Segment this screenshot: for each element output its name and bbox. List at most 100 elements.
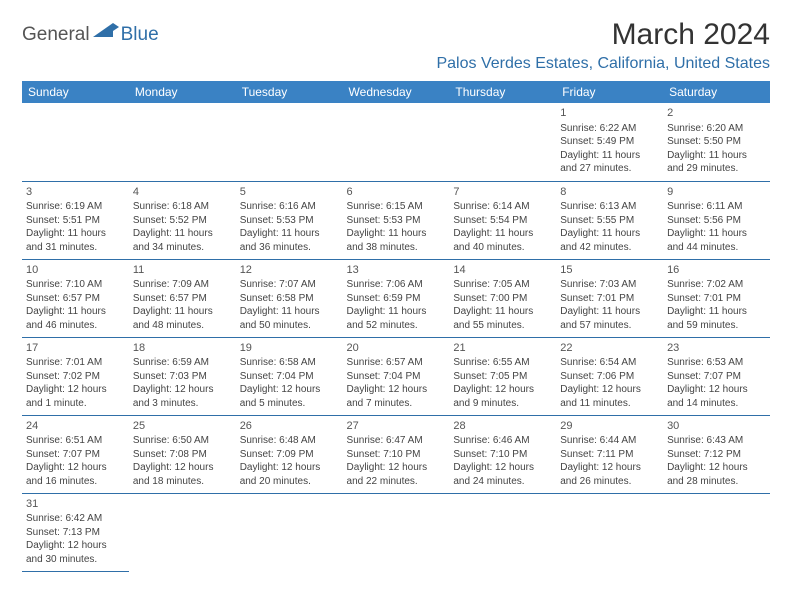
calendar-cell: 22Sunrise: 6:54 AMSunset: 7:06 PMDayligh…: [556, 337, 663, 415]
calendar-cell: [556, 493, 663, 571]
calendar-cell: [343, 103, 450, 181]
day-sunrise: Sunrise: 6:22 AM: [560, 122, 659, 136]
calendar-cell: [22, 103, 129, 181]
day-day1: Daylight: 11 hours: [133, 227, 232, 241]
calendar-cell: 20Sunrise: 6:57 AMSunset: 7:04 PMDayligh…: [343, 337, 450, 415]
day-sunrise: Sunrise: 6:11 AM: [667, 200, 766, 214]
calendar-cell: 28Sunrise: 6:46 AMSunset: 7:10 PMDayligh…: [449, 415, 556, 493]
day-day2: and 11 minutes.: [560, 397, 659, 411]
logo-text-general: General: [22, 24, 90, 46]
day-day2: and 59 minutes.: [667, 319, 766, 333]
day-day2: and 52 minutes.: [347, 319, 446, 333]
day-number: 20: [347, 341, 446, 356]
day-number: 6: [347, 185, 446, 200]
day-number: 4: [133, 185, 232, 200]
day-sunset: Sunset: 7:01 PM: [560, 292, 659, 306]
day-sunrise: Sunrise: 6:42 AM: [26, 512, 125, 526]
day-sunrise: Sunrise: 7:06 AM: [347, 278, 446, 292]
calendar-row: 24Sunrise: 6:51 AMSunset: 7:07 PMDayligh…: [22, 415, 770, 493]
day-number: 13: [347, 263, 446, 278]
day-day2: and 40 minutes.: [453, 241, 552, 255]
day-sunrise: Sunrise: 6:16 AM: [240, 200, 339, 214]
day-day2: and 50 minutes.: [240, 319, 339, 333]
day-sunrise: Sunrise: 7:05 AM: [453, 278, 552, 292]
day-day2: and 24 minutes.: [453, 475, 552, 489]
calendar-cell: [236, 103, 343, 181]
day-number: 18: [133, 341, 232, 356]
day-sunset: Sunset: 7:04 PM: [240, 370, 339, 384]
day-sunrise: Sunrise: 6:54 AM: [560, 356, 659, 370]
day-sunrise: Sunrise: 6:19 AM: [26, 200, 125, 214]
calendar-cell: 2Sunrise: 6:20 AMSunset: 5:50 PMDaylight…: [663, 103, 770, 181]
day-number: 14: [453, 263, 552, 278]
day-day1: Daylight: 12 hours: [26, 461, 125, 475]
day-day2: and 36 minutes.: [240, 241, 339, 255]
day-day1: Daylight: 11 hours: [667, 227, 766, 241]
day-sunrise: Sunrise: 7:10 AM: [26, 278, 125, 292]
day-sunset: Sunset: 7:10 PM: [347, 448, 446, 462]
day-number: 27: [347, 419, 446, 434]
day-sunset: Sunset: 7:01 PM: [667, 292, 766, 306]
day-sunrise: Sunrise: 6:47 AM: [347, 434, 446, 448]
day-sunset: Sunset: 6:57 PM: [133, 292, 232, 306]
day-sunrise: Sunrise: 6:53 AM: [667, 356, 766, 370]
day-day1: Daylight: 12 hours: [560, 461, 659, 475]
day-day2: and 3 minutes.: [133, 397, 232, 411]
month-title: March 2024: [436, 18, 770, 51]
day-day1: Daylight: 11 hours: [240, 227, 339, 241]
day-day1: Daylight: 11 hours: [560, 305, 659, 319]
day-day1: Daylight: 12 hours: [133, 383, 232, 397]
day-sunrise: Sunrise: 6:44 AM: [560, 434, 659, 448]
day-day2: and 22 minutes.: [347, 475, 446, 489]
day-header: Tuesday: [236, 81, 343, 103]
day-sunrise: Sunrise: 7:07 AM: [240, 278, 339, 292]
day-number: 26: [240, 419, 339, 434]
calendar-cell: 9Sunrise: 6:11 AMSunset: 5:56 PMDaylight…: [663, 181, 770, 259]
day-sunset: Sunset: 7:07 PM: [26, 448, 125, 462]
calendar-cell: [129, 493, 236, 571]
day-sunrise: Sunrise: 6:46 AM: [453, 434, 552, 448]
day-sunset: Sunset: 5:56 PM: [667, 214, 766, 228]
day-sunrise: Sunrise: 7:01 AM: [26, 356, 125, 370]
day-sunset: Sunset: 7:05 PM: [453, 370, 552, 384]
day-day2: and 42 minutes.: [560, 241, 659, 255]
calendar-cell: 19Sunrise: 6:58 AMSunset: 7:04 PMDayligh…: [236, 337, 343, 415]
day-day1: Daylight: 11 hours: [26, 227, 125, 241]
day-number: 7: [453, 185, 552, 200]
calendar-cell: 21Sunrise: 6:55 AMSunset: 7:05 PMDayligh…: [449, 337, 556, 415]
day-day1: Daylight: 12 hours: [26, 539, 125, 553]
calendar-cell: 6Sunrise: 6:15 AMSunset: 5:53 PMDaylight…: [343, 181, 450, 259]
day-sunset: Sunset: 5:53 PM: [240, 214, 339, 228]
day-sunset: Sunset: 7:02 PM: [26, 370, 125, 384]
calendar-row: 3Sunrise: 6:19 AMSunset: 5:51 PMDaylight…: [22, 181, 770, 259]
calendar-row: 17Sunrise: 7:01 AMSunset: 7:02 PMDayligh…: [22, 337, 770, 415]
calendar-cell: 12Sunrise: 7:07 AMSunset: 6:58 PMDayligh…: [236, 259, 343, 337]
day-day1: Daylight: 12 hours: [667, 383, 766, 397]
day-day1: Daylight: 12 hours: [560, 383, 659, 397]
day-number: 24: [26, 419, 125, 434]
calendar-cell: 11Sunrise: 7:09 AMSunset: 6:57 PMDayligh…: [129, 259, 236, 337]
day-day1: Daylight: 11 hours: [26, 305, 125, 319]
day-sunrise: Sunrise: 6:48 AM: [240, 434, 339, 448]
day-day1: Daylight: 12 hours: [453, 383, 552, 397]
day-sunset: Sunset: 5:52 PM: [133, 214, 232, 228]
day-day2: and 26 minutes.: [560, 475, 659, 489]
day-day1: Daylight: 11 hours: [453, 305, 552, 319]
calendar-row: 10Sunrise: 7:10 AMSunset: 6:57 PMDayligh…: [22, 259, 770, 337]
day-sunset: Sunset: 6:58 PM: [240, 292, 339, 306]
day-number: 5: [240, 185, 339, 200]
day-day1: Daylight: 11 hours: [667, 149, 766, 163]
day-day1: Daylight: 11 hours: [453, 227, 552, 241]
calendar-cell: 30Sunrise: 6:43 AMSunset: 7:12 PMDayligh…: [663, 415, 770, 493]
day-day2: and 31 minutes.: [26, 241, 125, 255]
calendar-cell: 25Sunrise: 6:50 AMSunset: 7:08 PMDayligh…: [129, 415, 236, 493]
day-day1: Daylight: 11 hours: [560, 227, 659, 241]
day-number: 8: [560, 185, 659, 200]
day-day2: and 29 minutes.: [667, 162, 766, 176]
logo: General Blue: [22, 24, 159, 46]
day-number: 1: [560, 106, 659, 121]
day-sunrise: Sunrise: 6:43 AM: [667, 434, 766, 448]
day-sunset: Sunset: 7:07 PM: [667, 370, 766, 384]
calendar-cell: 29Sunrise: 6:44 AMSunset: 7:11 PMDayligh…: [556, 415, 663, 493]
calendar-cell: 23Sunrise: 6:53 AMSunset: 7:07 PMDayligh…: [663, 337, 770, 415]
